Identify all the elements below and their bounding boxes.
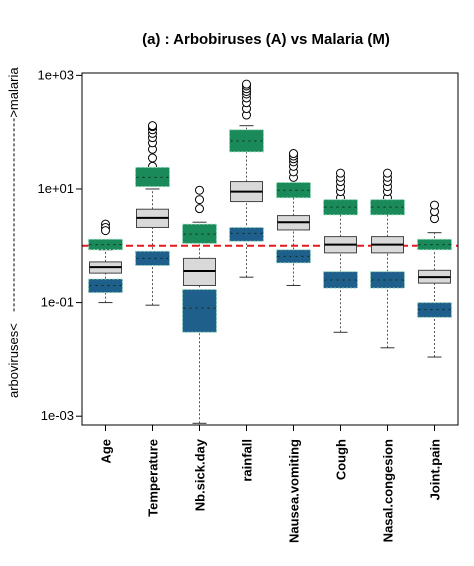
x-tick-label: Cough [334, 439, 349, 480]
malaria-box-Cough [323, 199, 358, 216]
y-tick-label: 1e+03 [37, 67, 74, 82]
overall-box-Age [89, 219, 122, 304]
box-body [417, 238, 452, 251]
malaria-box-Nasal.congesion [370, 199, 405, 216]
box-body [276, 249, 311, 264]
x-tick-label: Joint.pain [428, 439, 443, 500]
outlier-point [289, 149, 298, 159]
box-body [323, 199, 358, 216]
outlier-point [101, 226, 110, 236]
outlier-point [383, 168, 392, 178]
axes: 1e-03 1e-01 1e+01 1e+03 Age Temperature Nb.sic… [6, 67, 459, 543]
arbovirus-box-Nausea.vomiting [276, 249, 311, 264]
x-tick-label: Nb.sick.day [193, 438, 208, 511]
malaria-box-Nb.sick.day [182, 223, 217, 244]
box-body [276, 181, 311, 199]
box-body [229, 226, 264, 242]
malaria-box-rainfall [229, 129, 264, 153]
malaria-box-Temperature [135, 166, 170, 188]
box-body [370, 271, 405, 289]
box-body [135, 166, 170, 188]
arbovirus-box-Cough [323, 271, 358, 289]
overall-box-Nasal.congesion [371, 168, 404, 349]
box-body [88, 238, 123, 251]
malaria-box-Joint.pain [417, 238, 452, 251]
box-body [323, 271, 358, 289]
outlier-point [430, 200, 439, 210]
overall-box-Nausea.vomiting [277, 149, 310, 286]
malaria-box-Nausea.vomiting [276, 181, 311, 199]
overall-box-Cough [324, 168, 357, 333]
outlier-point [148, 153, 157, 163]
box-body [229, 129, 264, 153]
x-tick-label: Temperature [146, 439, 161, 517]
arbovirus-box-rainfall [229, 226, 264, 242]
x-tick-label: rainfall [240, 439, 255, 482]
overall-box-rainfall [230, 79, 263, 278]
arbovirus-box-Temperature [135, 250, 170, 266]
outlier-point [195, 204, 204, 214]
x-tick-label: Nasal.congesion [381, 439, 396, 542]
outlier-point [195, 185, 204, 195]
y-tick-label: 1e-03 [41, 408, 74, 423]
box-body [370, 199, 405, 216]
arbovirus-box-Joint.pain [417, 302, 452, 318]
plot-frame [81, 72, 459, 426]
y-axis-label-malaria: >malaria [6, 67, 21, 118]
overall-box-Nb.sick.day [183, 185, 216, 424]
y-tick-label: 1e-01 [41, 295, 74, 310]
box-body [88, 278, 123, 294]
arbovirus-box-Nasal.congesion [370, 271, 405, 289]
overall-box-Joint.pain [418, 200, 451, 358]
arbovirus-box-Nb.sick.day [182, 288, 217, 333]
outlier-point [336, 168, 345, 178]
box-body [417, 302, 452, 318]
outlier-point [148, 121, 157, 131]
y-axis-label-arboviruses: arboviruses< [6, 323, 21, 398]
outlier-point [195, 195, 204, 205]
box-body [182, 223, 217, 244]
overall-box-Temperature [136, 121, 169, 306]
x-tick-label: Nausea.vomiting [287, 439, 302, 543]
plot-marks [82, 79, 458, 424]
chart-title: (a) : Arbobiruses (A) vs Malaria (M) [142, 31, 390, 48]
x-tick-label: Age [99, 439, 114, 464]
outlier-point [242, 79, 251, 89]
box-body [135, 250, 170, 266]
box-body [182, 288, 217, 333]
y-tick-label: 1e+01 [37, 181, 74, 196]
malaria-box-Age [88, 238, 123, 251]
arbovirus-box-Age [88, 278, 123, 294]
